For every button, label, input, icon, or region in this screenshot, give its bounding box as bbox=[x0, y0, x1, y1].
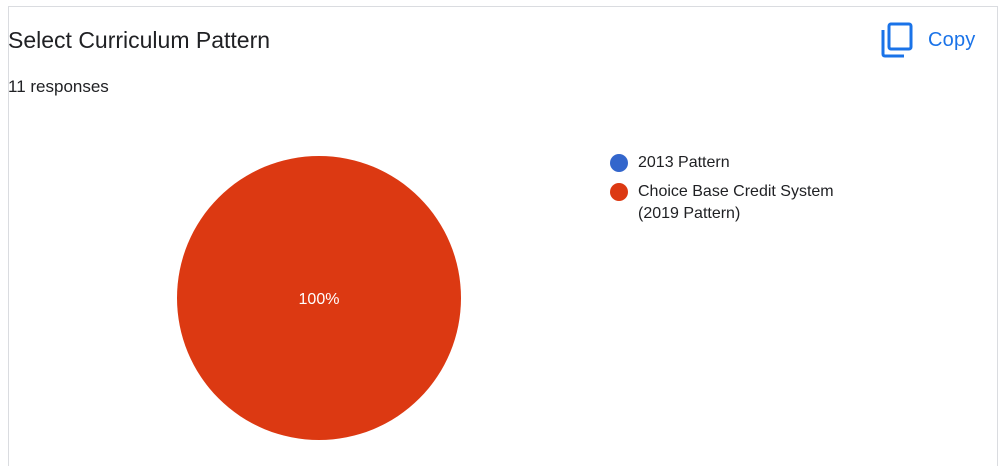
legend-swatch-1 bbox=[610, 183, 628, 201]
legend-label-0: 2013 Pattern bbox=[638, 154, 730, 171]
copy-button[interactable]: Copy bbox=[880, 20, 976, 60]
legend-label-1: Choice Base Credit System (2019 Pattern) bbox=[638, 183, 834, 222]
copy-label: Copy bbox=[928, 28, 976, 51]
legend-swatch-0 bbox=[610, 154, 628, 172]
chart-title: Select Curriculum Pattern bbox=[8, 27, 271, 53]
legend-item-1: Choice Base Credit System (2019 Pattern) bbox=[610, 181, 910, 225]
legend-item-0: 2013 Pattern bbox=[610, 152, 910, 174]
copy-icon bbox=[880, 22, 914, 58]
response-count: 11 responses bbox=[8, 77, 109, 96]
chart-card bbox=[8, 6, 998, 466]
chart-legend: 2013 Pattern Choice Base Credit System (2… bbox=[610, 152, 910, 232]
